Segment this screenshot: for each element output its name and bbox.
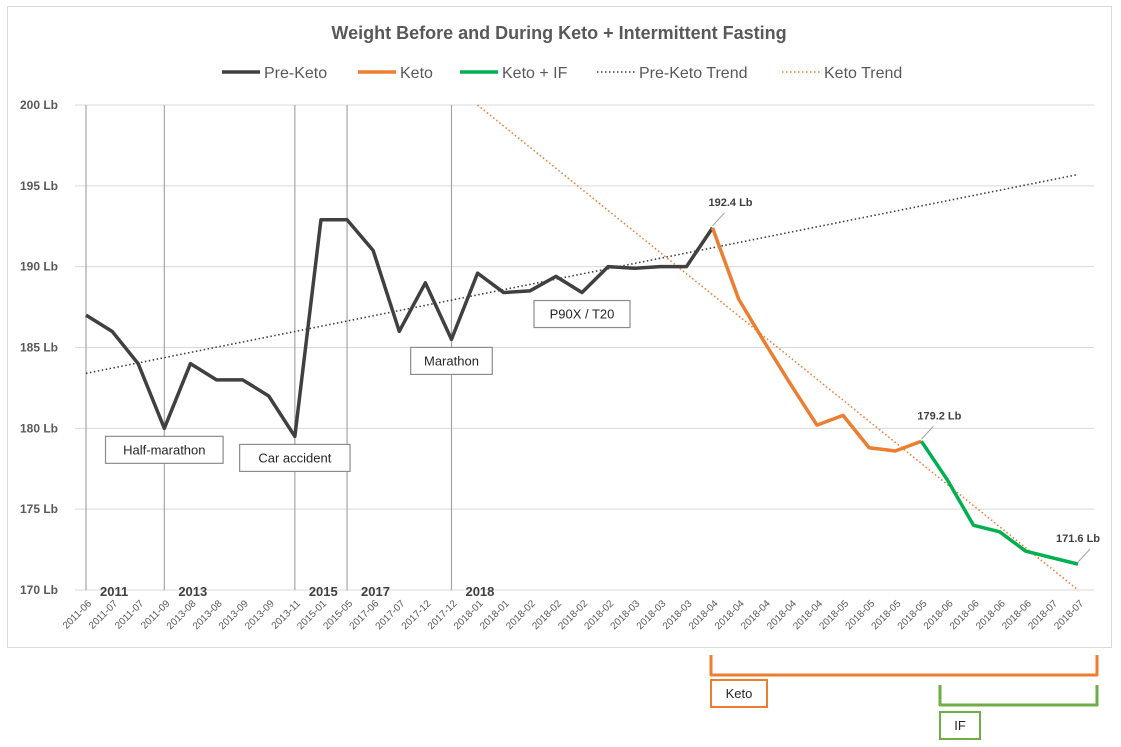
- data-label: 171.6 Lb: [1056, 533, 1100, 545]
- annotation-text: P90X / T20: [550, 307, 615, 322]
- year-markers: 2011 2013 2015 2017 2018: [85, 105, 494, 599]
- year-label: 2013: [178, 584, 207, 599]
- annotations: Half-marathon Car accident Marathon P90X / …: [104, 299, 631, 473]
- legend-item: Pre-Keto Trend: [597, 65, 748, 82]
- phase-brackets: Keto IF: [709, 655, 1099, 740]
- annotation-text: Marathon: [424, 353, 479, 368]
- data-label: 192.4 Lb: [709, 197, 753, 209]
- y-tick-label: 170 Lb: [20, 583, 58, 597]
- annotation-frame: [104, 435, 224, 464]
- legend: Pre-Keto Keto Keto + IF Pre-Keto Trend Keto …: [222, 65, 902, 82]
- legend-label: Keto: [400, 65, 433, 82]
- data-labels: 192.4 Lb 179.2 Lb 171.6 Lb: [709, 197, 1100, 563]
- annotation-frame: [533, 299, 631, 329]
- annotation-text: Car accident: [258, 450, 331, 465]
- year-label: 2015: [309, 584, 338, 599]
- year-label: 2017: [361, 584, 390, 599]
- legend-item: Pre-Keto: [222, 65, 327, 82]
- year-label: 2018: [465, 584, 494, 599]
- y-tick-label: 195 Lb: [20, 179, 58, 193]
- y-tick-label: 175 Lb: [20, 502, 58, 516]
- legend-label: Keto Trend: [824, 65, 902, 82]
- y-tick-label: 200 Lb: [20, 98, 58, 112]
- y-axis: 170 Lb 175 Lb 180 Lb 185 Lb 190 Lb 195 Lb 200 …: [20, 98, 58, 597]
- annotation-text: Half-marathon: [123, 442, 205, 457]
- bracket-label: IF: [954, 718, 966, 733]
- bracket-line: [938, 685, 1099, 707]
- legend-label: Pre-Keto: [264, 65, 327, 82]
- annotation-box: Half-marathon: [104, 435, 224, 464]
- legend-item: Keto + IF: [460, 65, 568, 82]
- phase-bracket-if: IF: [938, 685, 1099, 740]
- trend-line-pre-keto-trend: [85, 173, 1079, 375]
- annotation-box: Marathon: [410, 346, 493, 376]
- annotation-frame: [410, 346, 493, 376]
- annotation-box: Car accident: [239, 443, 351, 473]
- annotation-box: P90X / T20: [533, 299, 631, 329]
- bracket-label: Keto: [726, 686, 753, 701]
- legend-item: Keto Trend: [782, 65, 902, 82]
- year-label: 2011: [100, 584, 128, 599]
- legend-label: Keto + IF: [502, 65, 568, 82]
- y-tick-label: 190 Lb: [20, 260, 58, 274]
- bracket-label-box: [710, 679, 768, 708]
- phase-bracket-keto: Keto: [709, 655, 1099, 708]
- series-lines: [85, 218, 1079, 566]
- legend-label: Pre-Keto Trend: [639, 65, 748, 82]
- data-label-leader: [1077, 548, 1091, 563]
- trend-line-keto-trend: [477, 104, 1079, 591]
- data-label-leader: [921, 425, 934, 440]
- legend-item: Keto: [358, 65, 433, 82]
- chart-title: Weight Before and During Keto + Intermit…: [331, 23, 786, 43]
- y-tick-label: 180 Lb: [20, 421, 58, 435]
- annotation-frame: [239, 443, 351, 473]
- bracket-label-box: [939, 711, 981, 740]
- y-tick-label: 185 Lb: [20, 341, 58, 355]
- data-label: 179.2 Lb: [917, 410, 961, 422]
- trend-lines: [85, 104, 1079, 591]
- data-label-leader: [712, 212, 725, 227]
- bracket-line: [709, 655, 1099, 677]
- gridlines: [75, 104, 1094, 591]
